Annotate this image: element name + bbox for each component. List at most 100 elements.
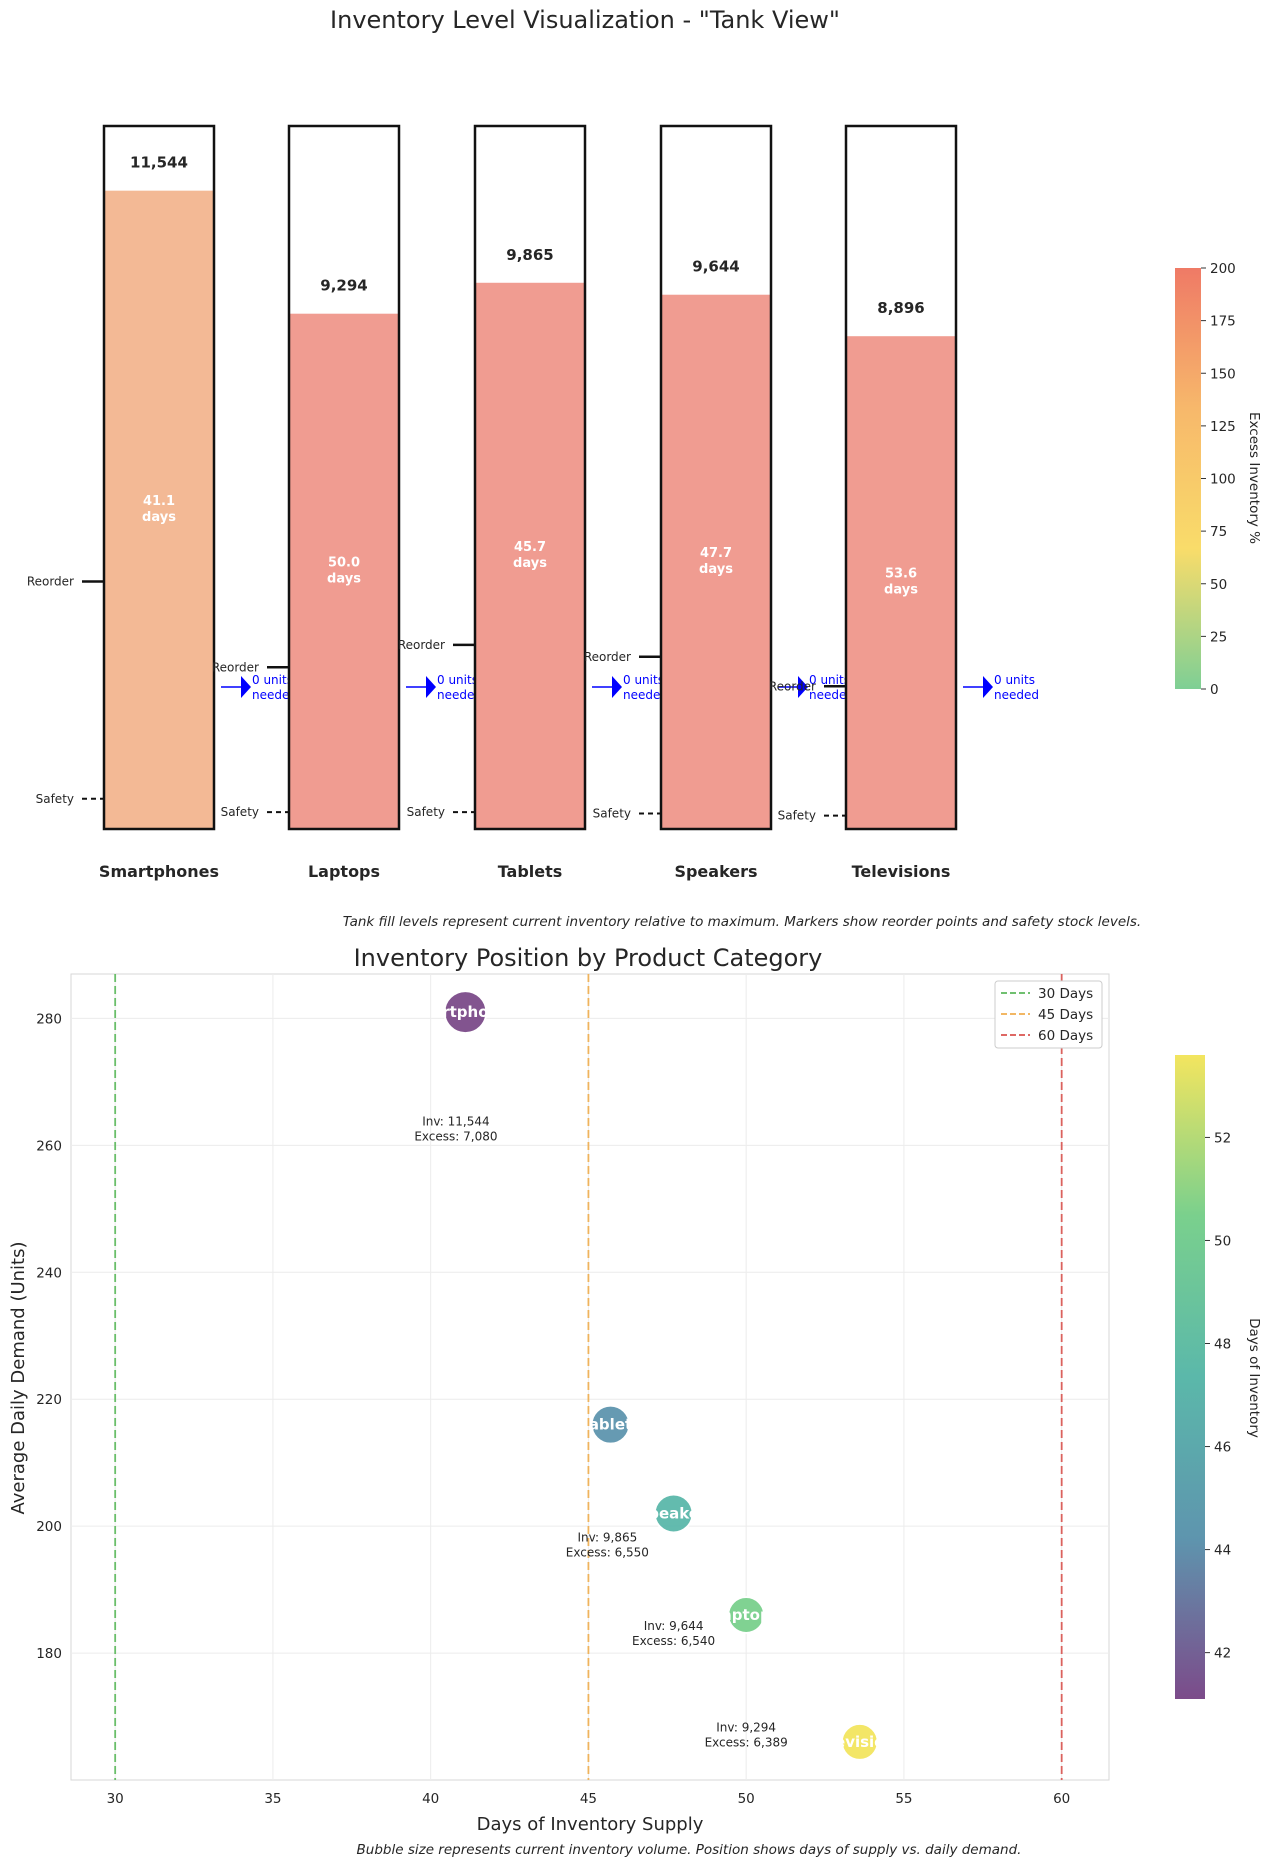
colorbar-tick-label: 0 xyxy=(1210,682,1219,698)
tank-value-label: 8,896 xyxy=(877,299,924,317)
x-tick-label: 30 xyxy=(107,1791,124,1807)
tank-days-value: 47.7 xyxy=(700,546,732,561)
tank-chart-title: Inventory Level Visualization - "Tank Vi… xyxy=(330,6,840,34)
tank-fill xyxy=(104,190,214,829)
reorder-label: Reorder xyxy=(27,575,74,589)
needed-units-label: 0 units xyxy=(252,673,293,687)
bubble-label: rtpho xyxy=(442,1003,488,1021)
x-tick-label: 45 xyxy=(580,1791,597,1807)
legend-entry: 60 Days xyxy=(1038,1028,1093,1044)
x-tick-label: 35 xyxy=(264,1791,281,1807)
tank-outline xyxy=(287,124,401,831)
safety-label: Safety xyxy=(407,805,445,819)
reorder-arrow-head xyxy=(983,676,993,698)
y-tick-label: 260 xyxy=(36,1138,62,1154)
scatter-legend: 30 Days 45 Days 60 Days xyxy=(994,980,1103,1049)
colorbar-tick-label: 25 xyxy=(1210,629,1227,645)
scatter-x-axis-label: Days of Inventory Supply xyxy=(477,1814,704,1835)
annotation-excess: Excess: 6,550 xyxy=(566,1545,649,1559)
colorbar-tick-label: 150 xyxy=(1210,366,1236,382)
needed-units-label: needed xyxy=(437,688,482,702)
scatter-ticks: 30 35 40 45 50 55 60 180 200 220 240 260 280 xyxy=(36,1011,1070,1807)
y-tick-label: 240 xyxy=(36,1265,62,1281)
reorder-label: Reorder xyxy=(769,679,816,693)
needed-units-label: 0 units xyxy=(994,673,1035,687)
reorder-arrow-head xyxy=(612,676,622,698)
tank-days-value: 41.1 xyxy=(143,494,175,509)
tank-caption: Tank fill levels represent current inven… xyxy=(343,914,1141,930)
tank-category-label: Speakers xyxy=(674,862,757,881)
annotation-inventory: Inv: 11,544 xyxy=(422,1115,489,1129)
scatter-y-axis-label: Average Daily Demand (Units) xyxy=(8,1241,29,1514)
tank-value-label: 9,865 xyxy=(506,246,553,264)
x-tick-label: 40 xyxy=(422,1791,439,1807)
bubble-label: evisio xyxy=(835,1733,884,1751)
colorbar-tick-label: 52 xyxy=(1214,1130,1231,1146)
colorbar-tick-label: 50 xyxy=(1210,577,1227,593)
legend-entry: 45 Days xyxy=(1038,1007,1093,1023)
tank-category-label: Tablets xyxy=(498,862,563,881)
needed-units-label: needed xyxy=(623,688,668,702)
bubble-label: aptop xyxy=(722,1606,771,1624)
days-colorbar-bar xyxy=(1175,1055,1205,1699)
colorbar-tick-label: 44 xyxy=(1214,1543,1231,1559)
tank-fill xyxy=(475,282,585,829)
tank-value-label: 11,544 xyxy=(130,154,188,172)
bubble-point xyxy=(653,1493,694,1534)
tank-days-unit: days xyxy=(699,562,733,577)
bubble-label: ablet xyxy=(589,1416,632,1434)
tank-outline xyxy=(102,124,216,831)
y-tick-label: 180 xyxy=(36,1646,62,1662)
colorbar-tick-label: 42 xyxy=(1214,1646,1231,1662)
tank-category-label: Smartphones xyxy=(99,862,219,881)
safety-label: Safety xyxy=(221,805,259,819)
reference-lines xyxy=(114,974,1063,1780)
colorbar-tick-label: 50 xyxy=(1214,1233,1231,1249)
safety-label: Safety xyxy=(778,809,816,823)
scatter-chart-title: Inventory Position by Product Category xyxy=(354,944,823,972)
tank-outline xyxy=(473,124,587,831)
tank-category-label: Televisions xyxy=(852,862,951,881)
tank-fill xyxy=(661,294,771,830)
x-tick-label: 50 xyxy=(738,1791,755,1807)
reorder-label: Reorder xyxy=(584,650,631,664)
excess-colorbar-ticks: 0 25 50 75 100 125 150 175 200 xyxy=(1201,261,1236,698)
days-colorbar-label: Days of Inventory xyxy=(1246,1318,1262,1438)
bubble-point xyxy=(443,990,488,1035)
days-colorbar-ticks: 42 44 46 48 50 52 xyxy=(1205,1130,1231,1662)
legend-entry: 30 Days xyxy=(1038,986,1093,1002)
needed-units-label: needed xyxy=(809,688,854,702)
colorbar-tick-label: 100 xyxy=(1210,472,1236,488)
colorbar-tick-label: 125 xyxy=(1210,419,1236,435)
safety-label: Safety xyxy=(36,792,74,806)
excess-colorbar: 0 25 50 75 100 125 150 175 200 Excess Inventory … xyxy=(1175,261,1262,698)
tank-category-label: Laptops xyxy=(308,862,380,881)
reorder-arrow-head xyxy=(798,676,808,698)
needed-units-label: 0 units xyxy=(623,673,664,687)
y-tick-label: 220 xyxy=(36,1392,62,1408)
needed-units-label: 0 units xyxy=(437,673,478,687)
colorbar-tick-label: 46 xyxy=(1214,1440,1231,1456)
reorder-label: Reorder xyxy=(212,660,259,674)
annotation-inventory: Inv: 9,294 xyxy=(716,1721,776,1735)
annotation-excess: Excess: 7,080 xyxy=(414,1130,497,1144)
reorder-arrow-head xyxy=(426,676,436,698)
tank-fill xyxy=(289,313,399,829)
bubble-point xyxy=(590,1404,631,1445)
tank-outline xyxy=(659,124,773,831)
tank-days-value: 53.6 xyxy=(885,567,917,582)
tank-days-unit: days xyxy=(142,510,176,525)
scatter-caption: Bubble size represents current inventory… xyxy=(357,1842,1022,1858)
reorder-label: Reorder xyxy=(398,638,445,652)
tank-outline xyxy=(844,124,958,831)
colorbar-tick-label: 48 xyxy=(1214,1337,1231,1353)
tank-days-unit: days xyxy=(884,583,918,598)
